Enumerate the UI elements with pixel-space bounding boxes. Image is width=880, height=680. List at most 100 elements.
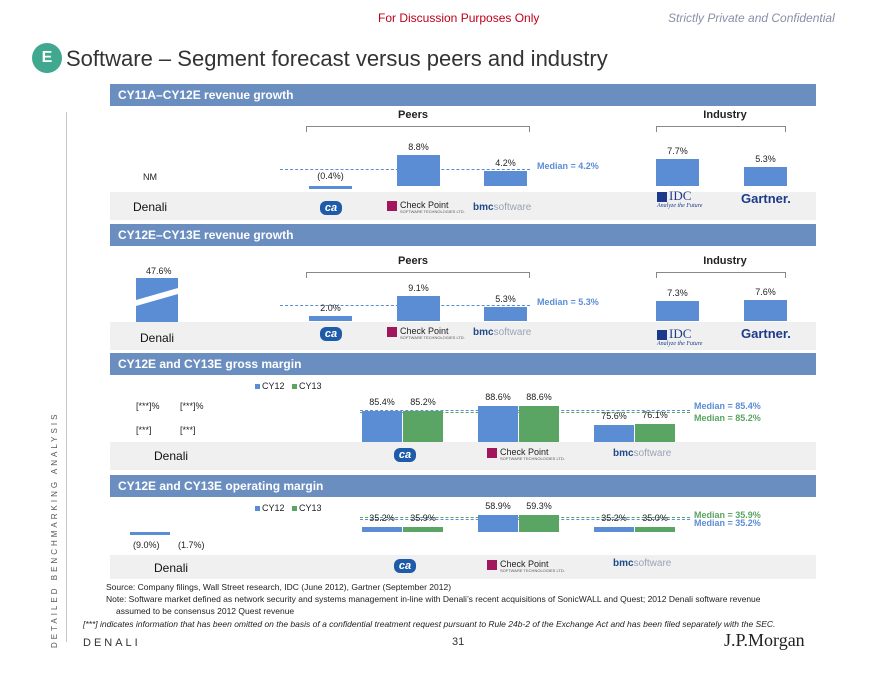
denali-cy12-value-b: [***] [136,425,152,435]
value-label-bmc-cy13: 35.0% [642,513,668,523]
value-label-bmc: 4.2% [495,158,516,169]
bar-gartner [744,300,787,321]
section-header-revenue-growth-13: CY12E–CY13E revenue growth [110,224,816,246]
gartner-logo: Gartner. [741,326,791,341]
peers-bracket [306,126,530,132]
disclaimer: [***] indicates information that has bee… [83,619,776,629]
logo-row [110,192,816,220]
value-label-idc: 7.7% [667,146,688,157]
value-label-gartner: 5.3% [755,154,776,165]
gartner-logo: Gartner. [741,191,791,206]
bar-check-point-cy13 [519,406,559,442]
value-label-check-point-cy12: 88.6% [485,392,511,403]
bar-bmc [484,171,527,186]
bar-bmc-cy12 [594,526,634,532]
denali-value: 47.6% [146,266,172,276]
logo-row [110,442,816,470]
median-label: Median = 5.3% [537,297,599,307]
value-label-bmc: 5.3% [495,293,516,304]
bar-check-point-cy12 [478,406,518,442]
value-label-ca-cy13: 35.9% [410,512,436,523]
denali-label: Denali [140,331,175,345]
bmc-logo: bmcsoftware [613,558,672,569]
denali-cy13-value-b: [***] [180,425,196,435]
bar-check-point-cy13 [519,514,559,532]
broken-bar-icon [136,278,178,322]
logo-row [110,322,816,350]
checkpoint-logo: Check Point SOFTWARE TECHNOLOGIES LTD. [387,200,465,214]
denali-cy12-value: (9.0%) [133,540,160,550]
industry-bracket [656,126,786,132]
value-label-check-point-cy13: 59.3% [526,500,552,511]
value-label-ca-cy12: 85.4% [369,396,395,407]
value-label-ca-cy13: 85.2% [410,397,436,408]
peers-label: Peers [398,255,428,267]
bar-check-point-cy12 [478,515,518,532]
legend: CY12 CY13 [255,381,322,391]
side-label: DETAILED BENCHMARKING ANALYSIS [50,411,59,648]
median-label: Median = 4.2% [537,161,599,171]
bar-bmc-cy13 [635,424,675,442]
denali-label: Denali [133,200,168,214]
bar-check-point [397,155,440,186]
note-line-1: Note: Software market defined as network… [106,594,761,604]
footer-denali: DENALI [83,637,141,649]
bar-ca [309,186,352,189]
confidential-label: Strictly Private and Confidential [668,11,835,25]
side-rule [66,112,67,642]
denali-label: Denali [154,561,189,575]
section-header-revenue-growth-12: CY11A–CY12E revenue growth [110,84,816,106]
denali-cy13-value: (1.7%) [178,540,205,550]
note-line-2: assumed to be consensus 2012 Quest reven… [116,606,295,616]
value-label-ca: 2.0% [320,302,341,313]
jpmorgan-logo: J.P.Morgan [724,630,805,650]
value-label-idc: 7.3% [667,288,688,299]
value-label-check-point-cy13: 88.6% [526,392,552,403]
section-header-gross-margin: CY12E and CY13E gross margin [110,353,816,375]
median-cy12-label: Median = 35.2% [694,518,761,528]
bar-ca-cy12 [362,410,402,442]
bar-bmc-cy13 [635,527,675,532]
industry-label: Industry [703,255,747,267]
ca-logo: ca [320,201,342,215]
logo-row [110,555,816,579]
value-label-check-point: 9.1% [408,283,429,294]
page-number: 31 [452,636,465,648]
page-title: Software – Segment forecast versus peers… [66,46,608,71]
value-label-gartner: 7.6% [755,287,776,298]
bar-check-point [397,296,440,321]
bar-bmc [484,306,527,321]
bar-ca-cy12 [362,526,402,532]
industry-bracket [656,272,786,278]
value-label-bmc-cy13: 76.1% [642,410,668,421]
median-cy13-label: Median = 35.9% [694,510,761,520]
bar-idc [656,301,699,321]
idc-logo: IDC Analyze the Future [657,326,703,347]
bmc-logo: bmcsoftware [473,327,532,338]
median-cy13-label: Median = 85.2% [694,413,761,423]
value-label-bmc-cy12: 75.6% [601,411,627,422]
idc-logo: IDC Analyze the Future [657,188,703,209]
bmc-logo: bmcsoftware [473,202,532,213]
ca-logo: ca [320,327,342,341]
checkpoint-logo: Check Point SOFTWARE TECHNOLOGIES LTD. [487,559,565,573]
bmc-logo: bmcsoftware [613,448,672,459]
checkpoint-logo: Check Point SOFTWARE TECHNOLOGIES LTD. [487,447,565,461]
bar-ca-cy13 [403,526,443,532]
legend: CY12 CY13 [255,503,322,513]
section-badge: E [32,43,62,73]
bar-ca [309,315,352,321]
industry-label: Industry [703,109,747,121]
peers-bracket [306,272,530,278]
denali-cy12-bar [130,532,170,535]
ca-logo: ca [394,448,416,462]
median-cy12-label: Median = 85.4% [694,401,761,411]
value-label-ca-cy12: 35.2% [369,512,395,523]
value-label-bmc-cy12: 35.2% [601,512,627,523]
ca-logo: ca [394,559,416,573]
denali-cy12-value: [***]% [136,401,160,411]
checkpoint-logo: Check Point SOFTWARE TECHNOLOGIES LTD. [387,326,465,340]
value-label-ca: (0.4%) [317,171,344,181]
value-label-check-point-cy12: 58.9% [485,501,511,512]
bar-gartner [744,167,787,186]
